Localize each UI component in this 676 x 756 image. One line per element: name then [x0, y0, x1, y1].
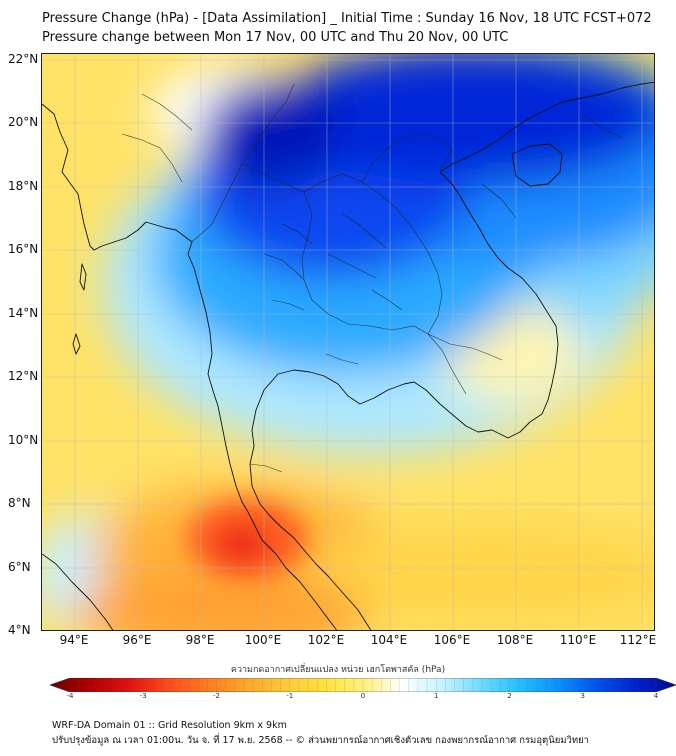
lon-label: 106°E [433, 633, 471, 647]
colorbar-tick-label: -4 [66, 692, 74, 700]
lon-label: 102°E [307, 633, 345, 647]
lat-label: 20°N [8, 115, 39, 129]
lon-label: 100°E [244, 633, 282, 647]
lat-label: 18°N [8, 179, 39, 193]
lon-label: 110°E [559, 633, 597, 647]
lat-label: 8°N [8, 496, 31, 510]
lon-label: 112°E [619, 633, 657, 647]
colorbar-tick-label: -1 [286, 692, 294, 700]
coastlines [42, 81, 654, 630]
lat-label: 14°N [8, 306, 39, 320]
colorbar-label: ความกดอากาศเปลี่ยนแปลง หน่วย เฮกโตพาสคัล… [230, 665, 446, 675]
colorbar-tick-label: 1 [434, 692, 439, 700]
lon-label: 108°E [496, 633, 534, 647]
colorbar-tick-label: -3 [139, 692, 147, 700]
lon-label: 94°E [59, 633, 89, 647]
colorbar [50, 678, 676, 692]
colorbar-tick-label: -2 [213, 692, 220, 700]
footer-credit: ปรับปรุงข้อมูล ณ เวลา 01:00น. วัน จ. ที่… [52, 735, 590, 746]
graticule [42, 54, 654, 630]
lat-label: 6°N [8, 560, 31, 574]
pressure-change-map [41, 53, 655, 631]
colorbar-tick-label: 3 [580, 692, 585, 700]
lat-label: 22°N [8, 52, 39, 66]
colorbar-tick-label: 2 [507, 692, 512, 700]
lon-label: 98°E [185, 633, 215, 647]
lon-label: 96°E [122, 633, 152, 647]
colorbar-tick-label: 4 [653, 692, 659, 700]
lat-label: 10°N [8, 433, 39, 447]
lon-label: 104°E [370, 633, 408, 647]
footer-domain-info: WRF-DA Domain 01 :: Grid Resolution 9km … [52, 720, 287, 731]
map-title: Pressure Change (hPa) - [Data Assimilati… [42, 11, 652, 26]
lat-label: 16°N [8, 242, 39, 256]
lat-label: 12°N [8, 369, 39, 383]
map-subtitle: Pressure change between Mon 17 Nov, 00 U… [42, 30, 509, 45]
lat-label: 4°N [8, 623, 31, 637]
borders [121, 83, 623, 473]
colorbar-tick-label: 0 [360, 692, 366, 700]
